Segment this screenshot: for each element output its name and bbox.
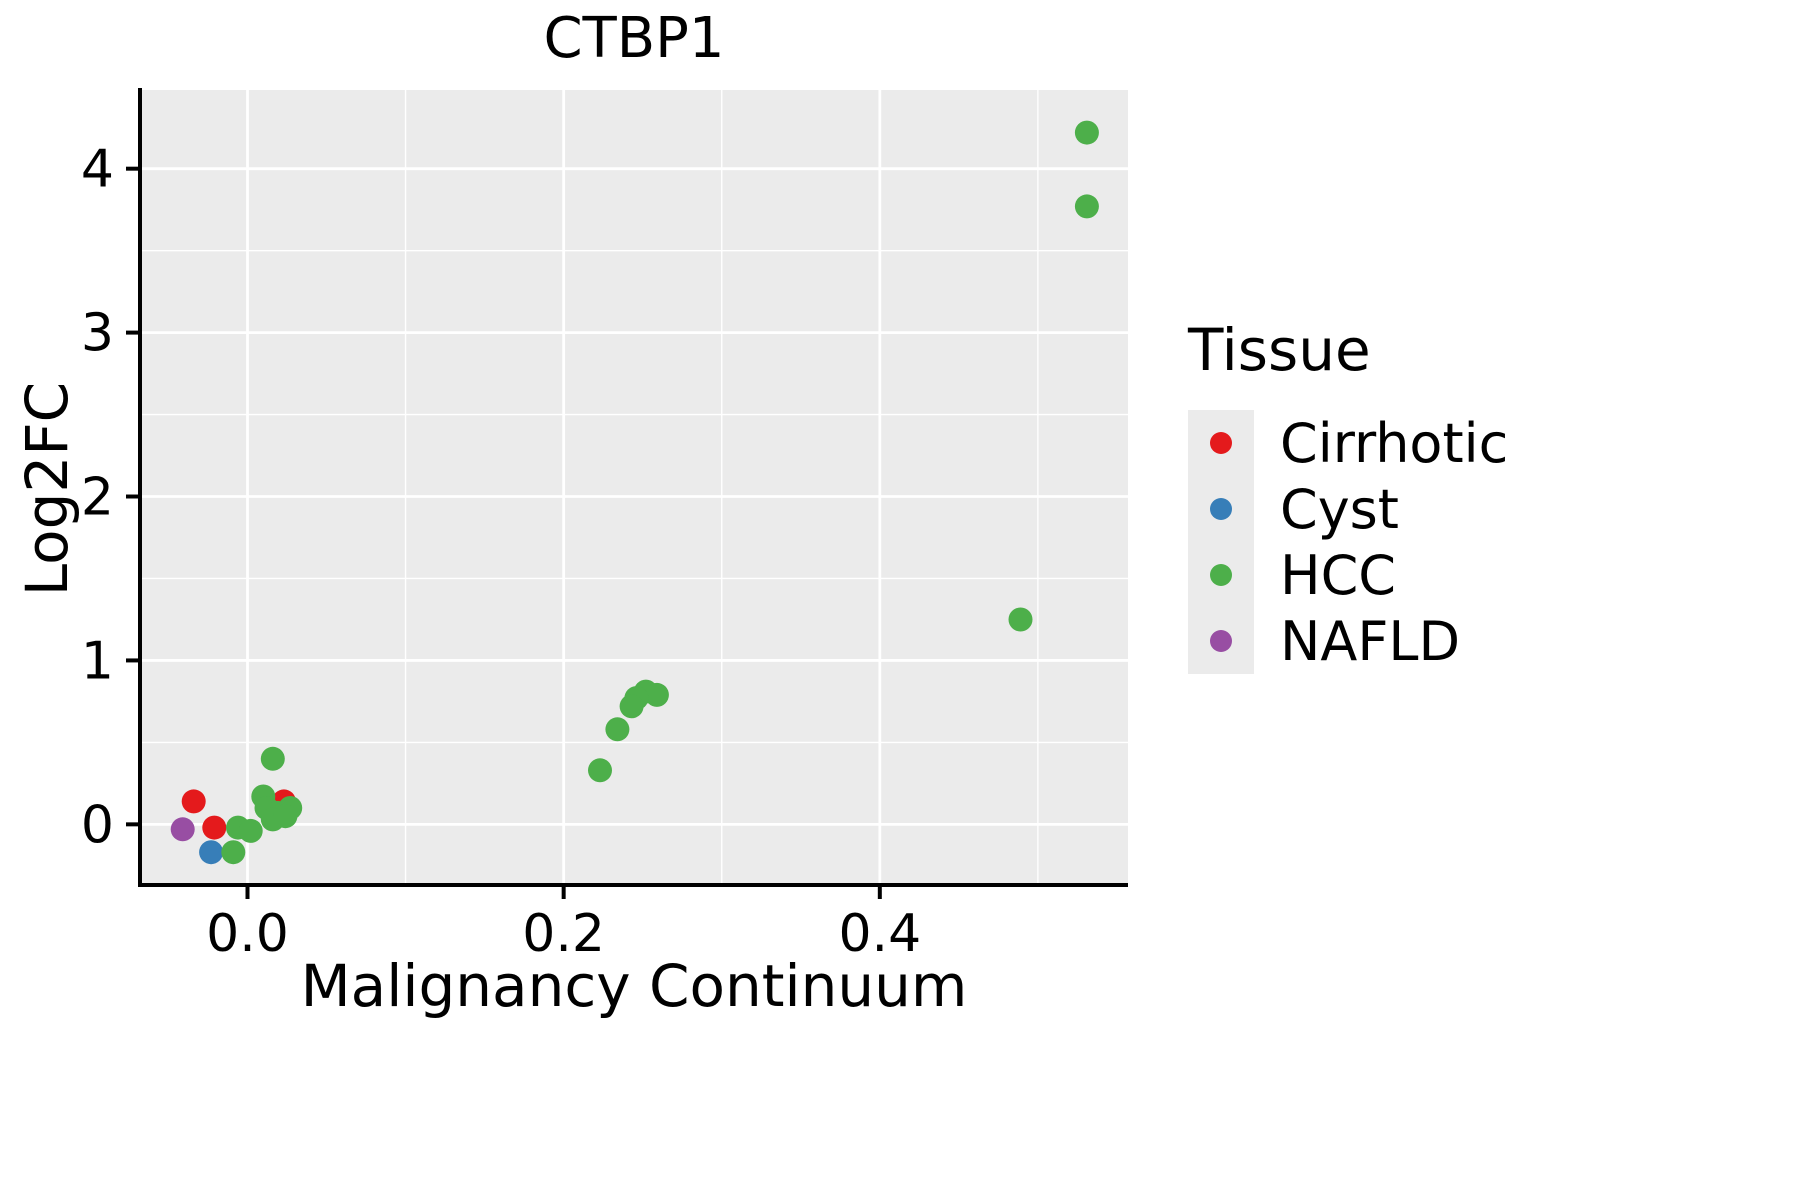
x-axis-label: Malignancy Continuum	[300, 952, 968, 1020]
legend-item-cirrhotic: Cirrhotic	[1188, 410, 1508, 476]
legend-item-cyst: Cyst	[1188, 476, 1508, 542]
y-tick-label: 0	[81, 795, 114, 855]
data-point-hcc	[1074, 120, 1099, 145]
legend-label: Cirrhotic	[1280, 411, 1509, 475]
y-axis-label: Log2FC	[13, 381, 81, 597]
plot-panel	[140, 90, 1128, 885]
data-point-hcc	[605, 717, 630, 742]
y-tick-label: 2	[81, 468, 114, 528]
data-point-nafld	[170, 817, 195, 842]
legend-dot-icon	[1210, 432, 1232, 454]
data-point-hcc	[588, 758, 612, 783]
data-point-hcc	[1008, 607, 1033, 632]
legend-key	[1188, 476, 1254, 542]
data-point-hcc	[1074, 194, 1099, 219]
legend: Tissue Cirrhotic Cyst HCC NAFLD	[1188, 316, 1508, 674]
data-point-cyst	[199, 840, 224, 865]
data-point-hcc	[273, 804, 298, 829]
legend-dot-icon	[1210, 564, 1232, 586]
legend-dot-icon	[1210, 498, 1232, 520]
legend-key	[1188, 410, 1254, 476]
legend-item-hcc: HCC	[1188, 542, 1508, 608]
legend-dot-icon	[1210, 630, 1232, 652]
data-point-hcc	[238, 818, 263, 843]
legend-key	[1188, 608, 1254, 674]
legend-label: HCC	[1280, 543, 1397, 607]
y-tick-label: 4	[81, 140, 114, 200]
x-tick-label: 0.0	[206, 904, 289, 964]
data-point-hcc	[644, 682, 669, 707]
legend-key	[1188, 542, 1254, 608]
data-point-cirrhotic	[181, 789, 206, 814]
data-point-hcc	[221, 840, 246, 865]
y-tick-label: 3	[81, 304, 114, 364]
y-tick-label: 1	[81, 631, 114, 691]
x-tick-label: 0.2	[522, 904, 605, 964]
data-point-hcc	[260, 746, 285, 771]
data-point-hcc	[619, 694, 644, 719]
chart-title: CTBP1	[543, 6, 725, 71]
legend-title: Tissue	[1188, 316, 1371, 384]
data-point-cirrhotic	[202, 815, 227, 840]
x-tick-label: 0.4	[838, 904, 921, 964]
legend-item-nafld: NAFLD	[1188, 608, 1508, 674]
legend-label: NAFLD	[1280, 609, 1461, 673]
legend-label: Cyst	[1280, 477, 1399, 541]
